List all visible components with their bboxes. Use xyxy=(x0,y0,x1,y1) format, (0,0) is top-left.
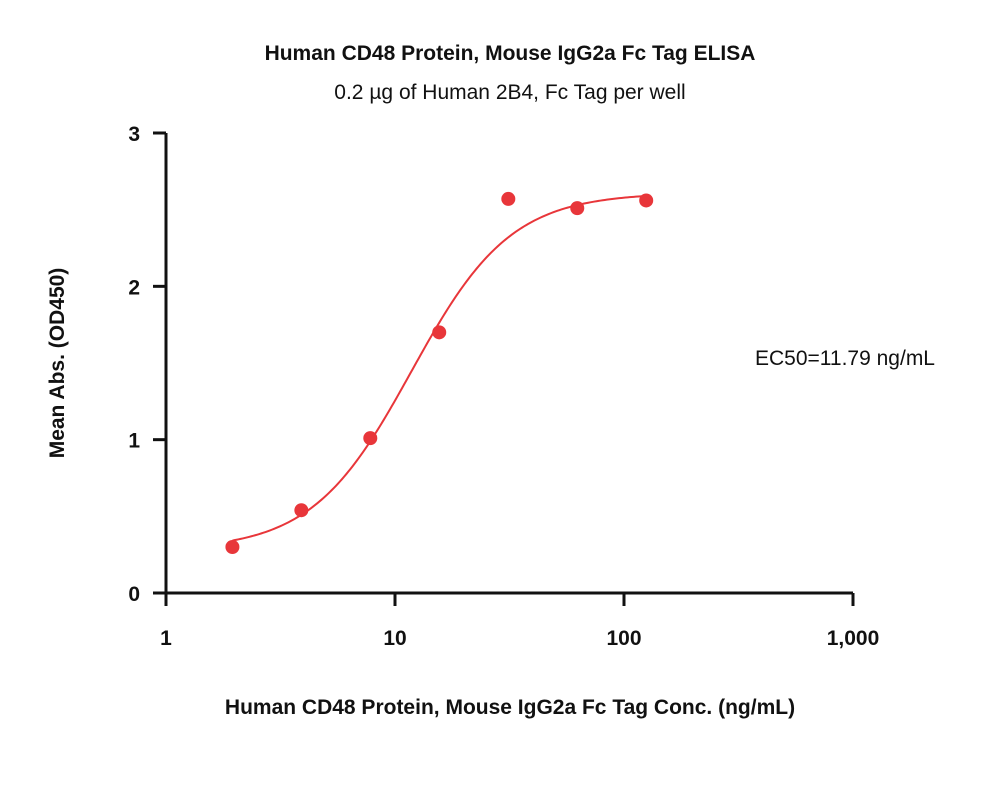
y-tick-label: 0 xyxy=(128,583,140,606)
axes xyxy=(164,133,853,595)
data-point xyxy=(363,431,378,446)
y-tick-label: 3 xyxy=(128,123,140,146)
data-point xyxy=(639,193,654,208)
fit-curve xyxy=(232,194,647,542)
data-points xyxy=(225,191,654,554)
chart-title: Human CD48 Protein, Mouse IgG2a Fc Tag E… xyxy=(265,42,756,65)
data-point xyxy=(294,503,309,518)
annotation-ec50: EC50=11.79 ng/mL xyxy=(755,347,935,370)
fit-curve-group xyxy=(232,194,647,542)
y-tick-label: 1 xyxy=(128,430,140,453)
data-point xyxy=(570,201,585,216)
data-point xyxy=(225,540,240,554)
x-tick-label: 100 xyxy=(606,627,641,650)
data-point xyxy=(432,325,447,340)
x-tick-label: 1,000 xyxy=(827,627,880,650)
x-axis-label: Human CD48 Protein, Mouse IgG2a Fc Tag C… xyxy=(225,696,795,719)
data-point xyxy=(501,191,516,206)
x-tick-label: 10 xyxy=(383,627,406,650)
x-tick-label: 1 xyxy=(160,627,172,650)
chart-subtitle: 0.2 µg of Human 2B4, Fc Tag per well xyxy=(334,81,685,104)
y-tick-label: 2 xyxy=(128,276,140,299)
y-axis-label: Mean Abs. (OD450) xyxy=(46,268,69,459)
